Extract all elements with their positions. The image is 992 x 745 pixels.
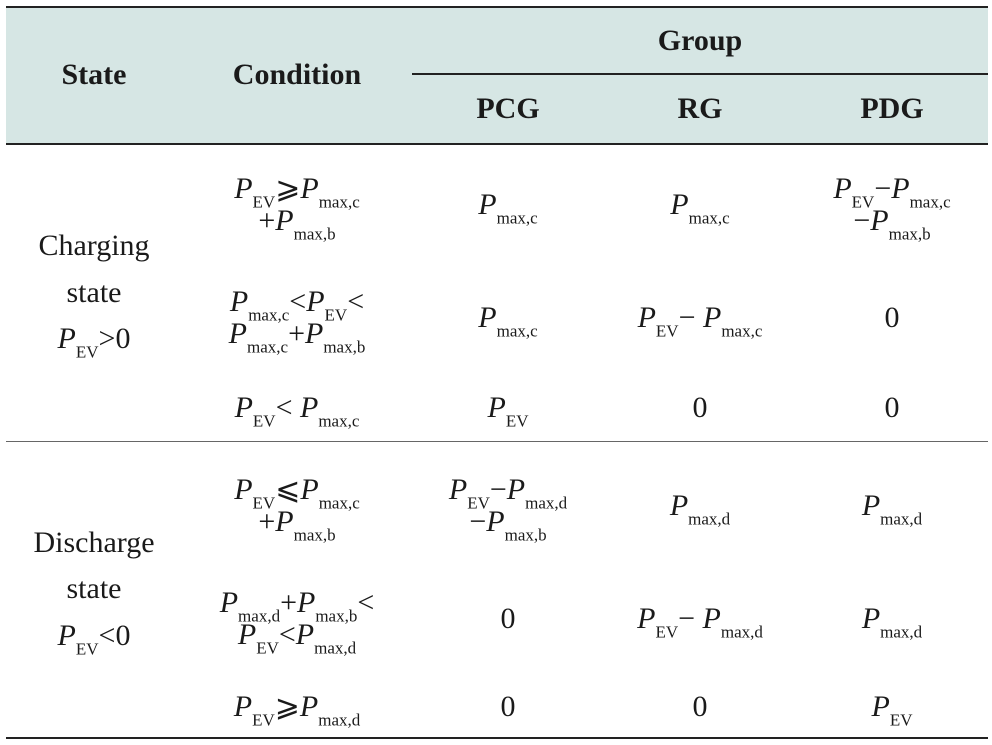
header-pdg: PDG bbox=[860, 92, 924, 126]
row5-pdg: Pmax,d bbox=[861, 601, 923, 642]
discharge-state-label: Discharge state PEV<0 bbox=[33, 525, 155, 659]
header-rg: RG bbox=[677, 92, 723, 126]
row5-rg: PEV− Pmax,d bbox=[637, 601, 763, 642]
row1-pdg: PEV−Pmax,c −Pmax,b bbox=[833, 171, 951, 244]
row6-pdg: PEV bbox=[871, 689, 913, 730]
header-background bbox=[6, 8, 988, 144]
row6-condition: PEV⩾Pmax,d bbox=[233, 689, 361, 730]
row3-pdg: 0 bbox=[884, 390, 900, 424]
bottom-rule bbox=[6, 737, 988, 739]
section-divider bbox=[6, 441, 988, 442]
row3-condition: PEV< Pmax,c bbox=[234, 390, 360, 431]
row1-condition: PEV⩾Pmax,c +Pmax,b bbox=[234, 171, 360, 244]
header-condition: Condition bbox=[232, 58, 362, 92]
row2-condition: Pmax,c<PEV< Pmax,c+Pmax,b bbox=[228, 284, 366, 357]
row3-pcg: PEV bbox=[487, 390, 529, 431]
header-group: Group bbox=[657, 23, 743, 57]
row2-pdg: 0 bbox=[884, 300, 900, 334]
row2-pcg: Pmax,c bbox=[478, 300, 538, 341]
row4-rg: Pmax,d bbox=[669, 488, 731, 529]
top-rule bbox=[6, 6, 988, 8]
row6-pcg: 0 bbox=[500, 689, 516, 723]
row4-pcg: PEV−Pmax,d −Pmax,b bbox=[448, 472, 568, 545]
header-bottom-rule bbox=[6, 143, 988, 145]
row2-rg: PEV− Pmax,c bbox=[637, 300, 763, 341]
row4-condition: PEV⩽Pmax,c +Pmax,b bbox=[234, 472, 360, 545]
charging-state-label: Charging state PEV>0 bbox=[38, 229, 150, 362]
row5-pcg: 0 bbox=[500, 601, 516, 635]
group-rule bbox=[412, 73, 988, 75]
row4-pdg: Pmax,d bbox=[861, 488, 923, 529]
row5-condition: Pmax,d+Pmax,b< PEV<Pmax,d bbox=[219, 585, 375, 658]
header-pcg: PCG bbox=[476, 92, 540, 126]
row1-rg: Pmax,c bbox=[670, 187, 730, 228]
row6-rg: 0 bbox=[692, 689, 708, 723]
discharge-condition: PEV<0 bbox=[57, 618, 131, 659]
row1-pcg: Pmax,c bbox=[478, 187, 538, 228]
charging-condition: PEV>0 bbox=[57, 322, 131, 362]
row3-rg: 0 bbox=[692, 390, 708, 424]
header-state: State bbox=[61, 58, 127, 92]
